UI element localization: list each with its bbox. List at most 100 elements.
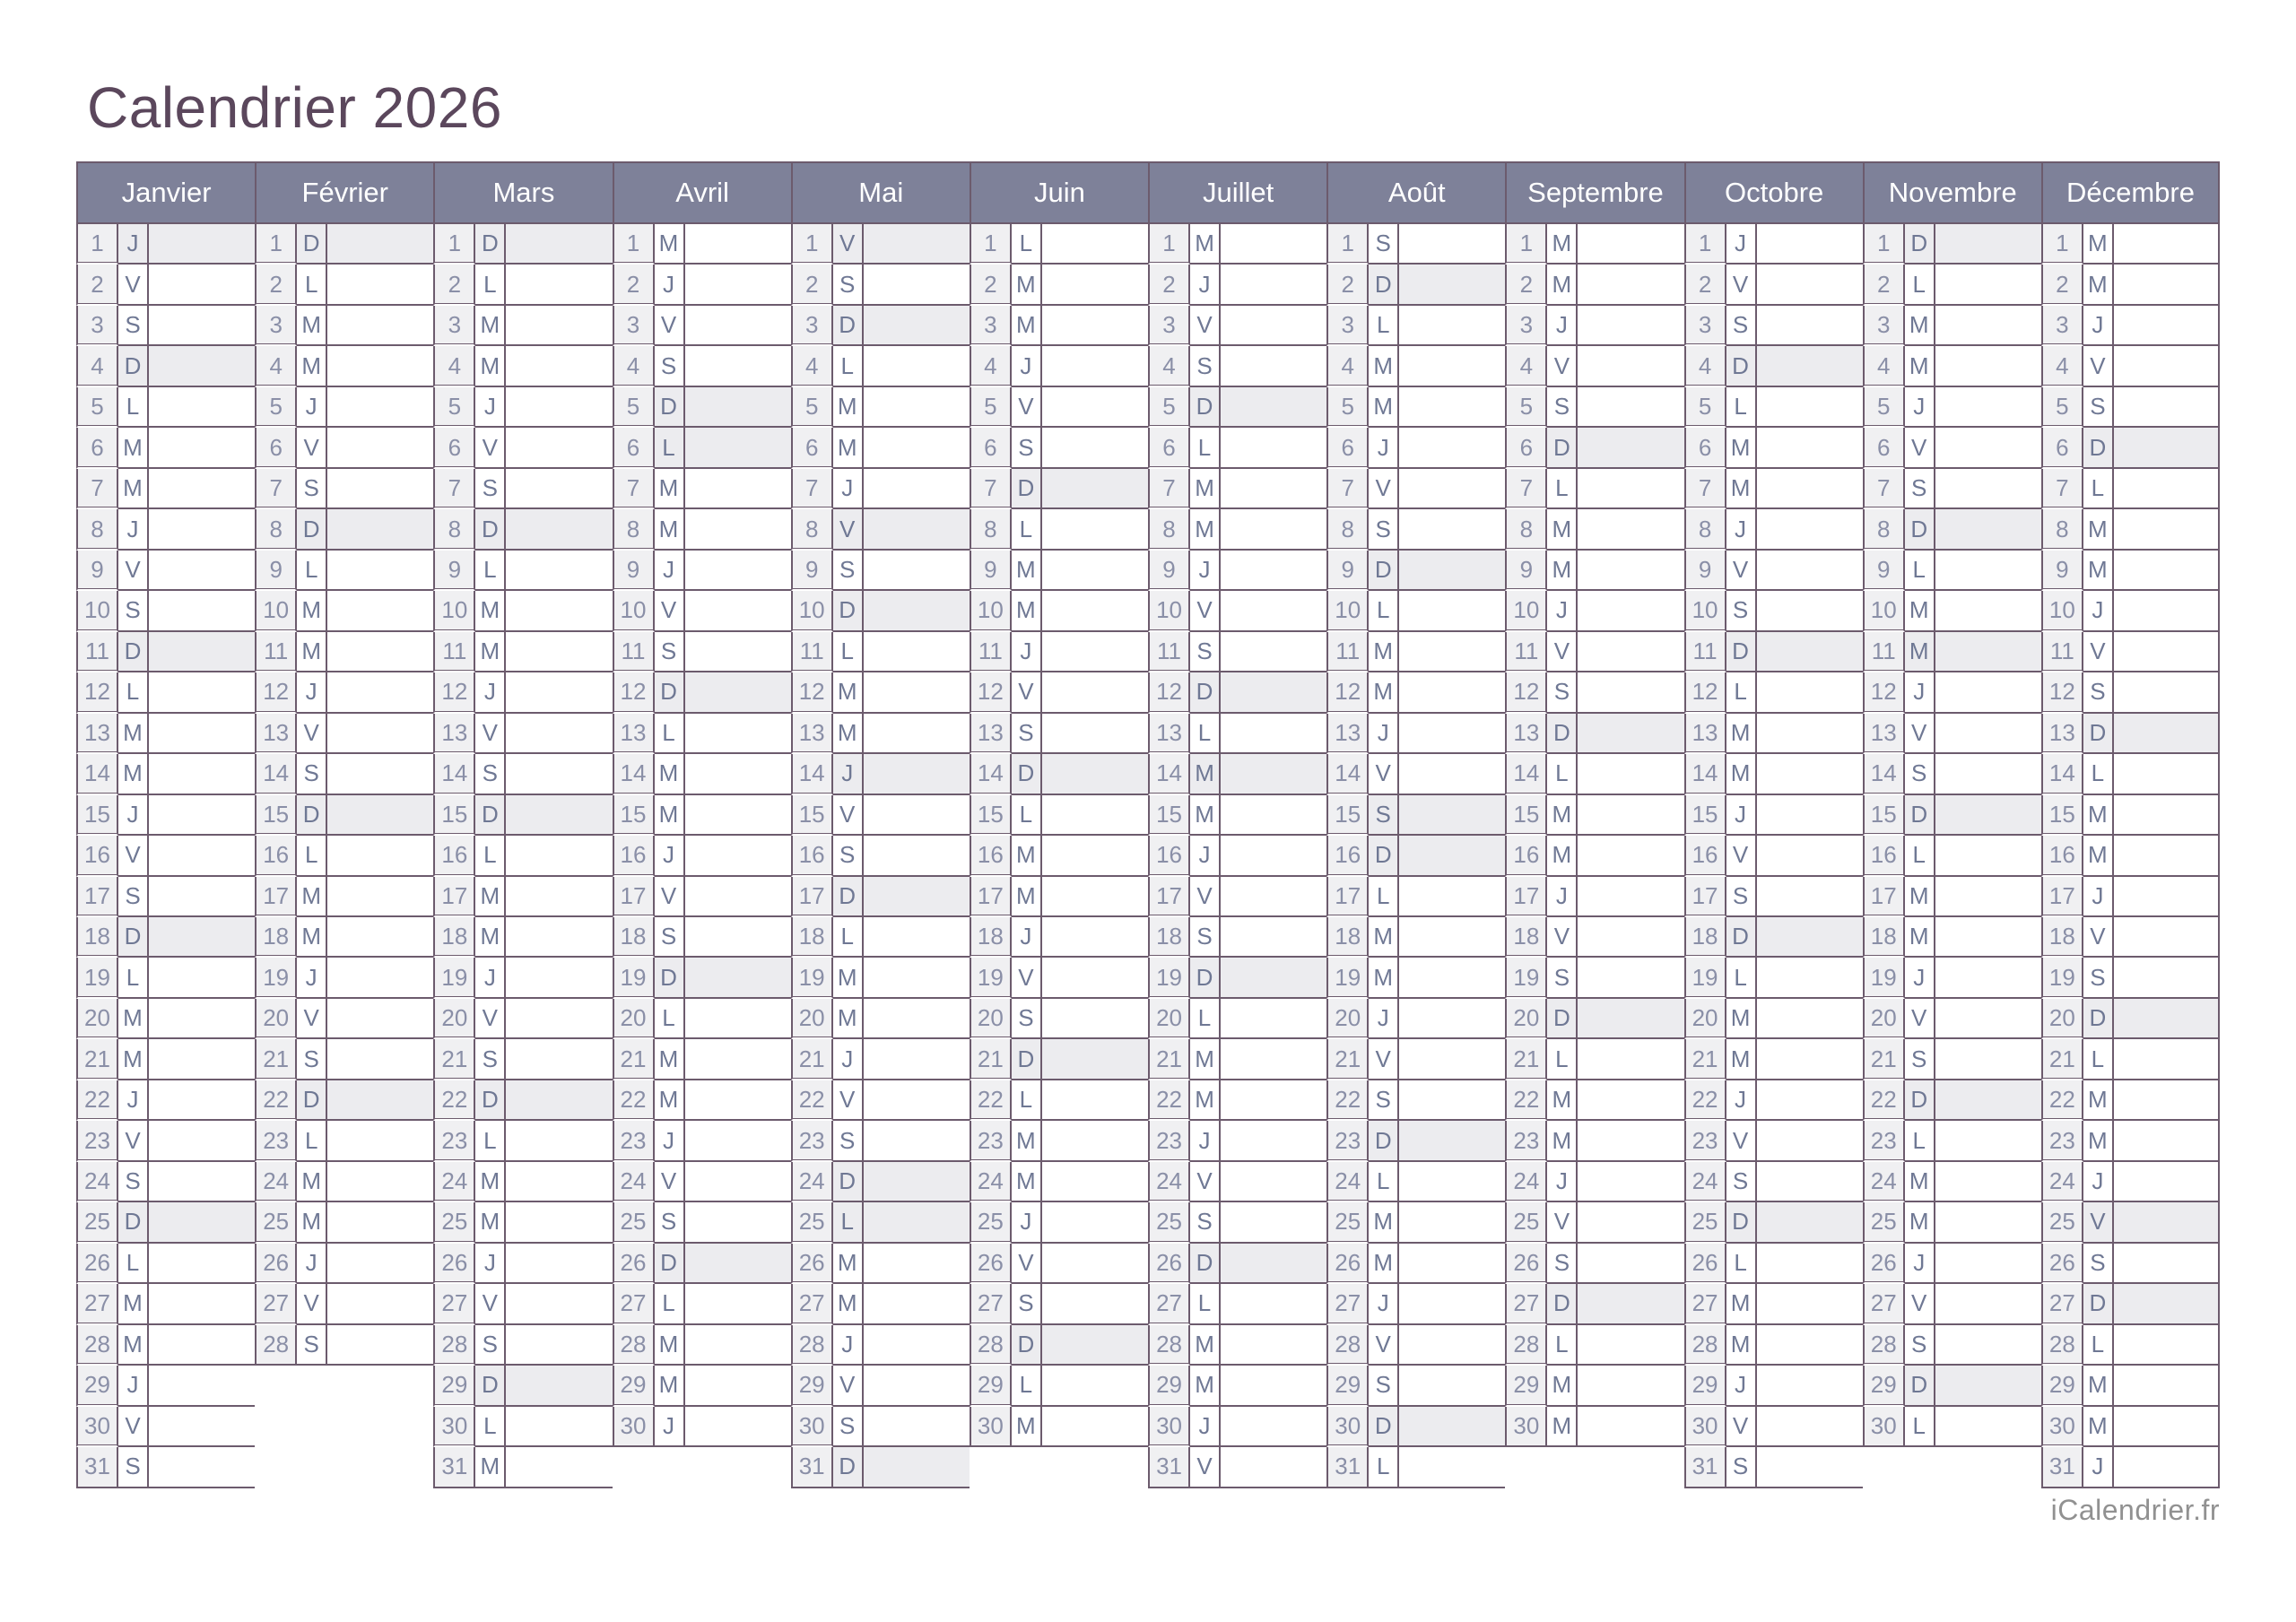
day-notes — [327, 998, 434, 1040]
day-row: 15 L — [969, 794, 1149, 837]
day-row: 21 M — [1148, 1039, 1327, 1080]
day-number: 14 — [255, 754, 298, 795]
day-notes — [1221, 1284, 1327, 1325]
day-number: 8 — [1862, 509, 1905, 551]
day-number: 28 — [1148, 1324, 1191, 1366]
day-notes — [506, 386, 613, 429]
day-letter: M — [1011, 1406, 1042, 1448]
day-row: 24 D — [790, 1161, 970, 1203]
day-row: 23 M — [1505, 1121, 1684, 1162]
day-number: 10 — [2040, 591, 2083, 632]
day-notes — [1756, 224, 1863, 265]
day-row: 27 L — [612, 1284, 791, 1325]
day-letter: M — [118, 713, 149, 755]
day-notes — [1756, 998, 1863, 1040]
day-row: 17 V — [1148, 876, 1327, 917]
day-row: 27 V — [1862, 1284, 2041, 1325]
day-row: 30 L — [1862, 1406, 2041, 1448]
day-number: 10 — [969, 591, 1012, 632]
day-letter: L — [1011, 509, 1042, 551]
day-letter: V — [118, 550, 149, 592]
day-letter: L — [1369, 1447, 1400, 1488]
day-row: 14 M — [76, 754, 256, 795]
day-letter: L — [1726, 958, 1757, 999]
day-letter: L — [1190, 1284, 1222, 1325]
day-notes — [1756, 1121, 1863, 1162]
day-notes — [149, 754, 256, 795]
day-notes — [1399, 1324, 1506, 1366]
day-letter: M — [118, 1039, 149, 1080]
day-notes — [1756, 1366, 1863, 1407]
day-notes — [506, 1284, 613, 1325]
day-number: 30 — [612, 1406, 655, 1448]
day-notes — [1399, 754, 1506, 795]
day-letter: V — [832, 794, 864, 837]
day-letter: V — [1726, 1121, 1757, 1162]
day-number: 10 — [1326, 591, 1370, 632]
day-number: 27 — [1326, 1284, 1370, 1325]
day-letter: M — [654, 468, 685, 510]
day-notes — [684, 836, 791, 877]
day-notes — [863, 1284, 970, 1325]
day-notes — [684, 591, 791, 632]
day-letter: V — [1190, 876, 1222, 917]
day-notes — [2113, 428, 2221, 469]
day-row: 12 J — [433, 672, 613, 714]
month-header: Août — [1326, 161, 1506, 224]
day-row: 10 J — [1505, 591, 1684, 632]
day-notes — [506, 836, 613, 877]
month-header: Janvier — [76, 161, 256, 224]
day-notes — [1221, 754, 1327, 795]
day-notes — [1756, 428, 1863, 469]
day-letter: S — [118, 1161, 149, 1203]
day-notes — [1041, 1406, 1149, 1448]
day-number: 20 — [1505, 998, 1548, 1040]
day-notes — [1756, 591, 1863, 632]
day-notes — [327, 794, 434, 837]
day-letter: M — [1547, 509, 1578, 551]
day-letter: D — [1904, 1080, 1935, 1122]
day-number: 26 — [1683, 1243, 1726, 1285]
day-notes — [1756, 916, 1863, 958]
day-notes — [327, 1121, 434, 1162]
day-notes — [1399, 305, 1506, 347]
day-letter: J — [654, 836, 685, 877]
day-number: 24 — [2040, 1161, 2083, 1203]
day-letter: J — [832, 754, 864, 795]
day-letter: D — [1011, 1039, 1042, 1080]
day-row: 16 D — [1326, 836, 1506, 877]
day-number: 27 — [969, 1284, 1012, 1325]
day-notes — [1578, 1161, 1684, 1203]
day-letter: L — [1011, 794, 1042, 837]
day-number: 26 — [1505, 1243, 1548, 1285]
day-notes — [1578, 631, 1684, 673]
day-letter: V — [475, 998, 507, 1040]
day-letter: V — [1369, 754, 1400, 795]
day-letter: V — [1190, 1447, 1222, 1488]
day-notes — [1221, 794, 1327, 837]
day-number: 19 — [790, 958, 833, 999]
day-row: 31 V — [1148, 1447, 1327, 1488]
day-number: 27 — [1505, 1284, 1548, 1325]
day-row: 22 M — [2040, 1080, 2221, 1122]
day-letter: D — [1547, 1284, 1578, 1325]
day-letter: S — [1011, 998, 1042, 1040]
day-row: 24 M — [433, 1161, 613, 1203]
day-number: 28 — [1683, 1324, 1726, 1366]
day-number: 9 — [1148, 550, 1191, 592]
day-notes — [1041, 386, 1149, 429]
day-letter: M — [654, 794, 685, 837]
day-row: 26 D — [612, 1243, 791, 1285]
